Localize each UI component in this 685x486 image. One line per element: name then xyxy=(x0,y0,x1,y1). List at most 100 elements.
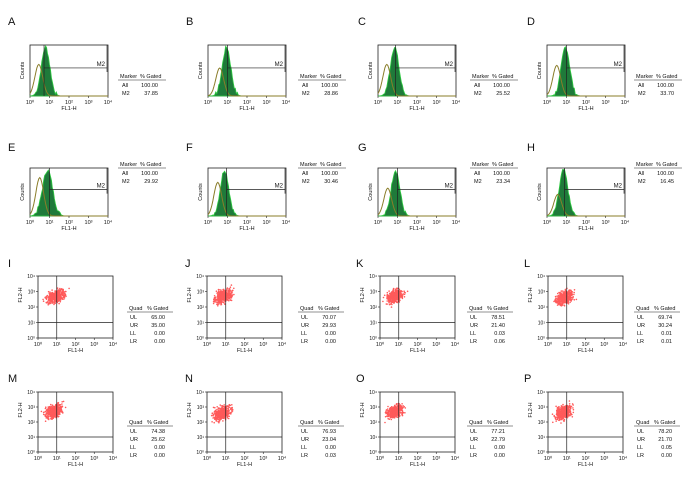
x-axis-label: FL1-H xyxy=(578,348,593,354)
event-dot xyxy=(217,409,220,412)
event-dot xyxy=(382,296,385,299)
event-dot xyxy=(48,302,51,304)
table-header-quad: Quad xyxy=(129,306,142,312)
y-tick-label: 10¹ xyxy=(28,435,36,441)
table-quad-value: 0.00 xyxy=(325,339,336,345)
event-dot xyxy=(392,293,394,296)
event-dot xyxy=(384,415,387,418)
event-dot xyxy=(53,409,56,411)
event-dot xyxy=(564,299,567,302)
x-axis-label: FL1-H xyxy=(61,226,76,232)
event-dot xyxy=(64,292,66,295)
event-dot xyxy=(573,291,575,294)
event-dot xyxy=(45,295,48,298)
x-tick-label: 10⁴ xyxy=(619,341,628,348)
x-tick-label: 10² xyxy=(414,456,422,462)
x-tick-label: 10⁰ xyxy=(26,99,35,106)
x-axis-label: FL1-H xyxy=(578,226,593,232)
event-dot xyxy=(570,296,573,299)
table-header-gated: % Gated xyxy=(492,162,513,168)
table-header-quad: Quad xyxy=(129,420,142,426)
table-gate-value: 29.92 xyxy=(144,179,158,185)
table-header-marker: Marker xyxy=(636,162,653,168)
event-dot xyxy=(223,289,226,292)
event-dot xyxy=(402,406,404,409)
y-tick-label: 10⁴ xyxy=(196,390,204,396)
table-header-marker: Marker xyxy=(120,74,137,80)
table-quad-value: 0.06 xyxy=(494,339,505,345)
table-quad-label: UR xyxy=(470,437,478,443)
y-axis-label: Counts xyxy=(198,62,204,80)
x-tick-label: 10⁴ xyxy=(282,99,291,106)
sample-histogram xyxy=(546,168,625,217)
event-dot xyxy=(216,301,218,304)
event-dot xyxy=(229,289,231,292)
table-quad-value: 0.00 xyxy=(494,453,505,459)
y-tick-label: 10⁴ xyxy=(196,274,204,280)
event-dot xyxy=(561,411,564,413)
table-quad-label: LR xyxy=(470,339,477,345)
table-quad-label: LL xyxy=(470,331,476,337)
x-tick-label: 10⁰ xyxy=(204,219,213,226)
table-quad-label: LR xyxy=(637,339,644,345)
event-dot xyxy=(400,407,402,409)
event-dot xyxy=(50,412,52,415)
event-dot xyxy=(390,306,393,308)
event-dot xyxy=(45,297,48,299)
table-quad-label: UR xyxy=(301,437,309,443)
y-axis-label: FL2-H xyxy=(187,287,193,302)
event-dot xyxy=(563,296,566,298)
event-dot xyxy=(387,300,390,302)
event-dot xyxy=(568,403,571,405)
event-dot xyxy=(213,421,215,424)
table-header-gated: % Gated xyxy=(320,74,341,80)
event-dot xyxy=(562,403,564,406)
event-dot xyxy=(568,291,570,294)
event-dot xyxy=(51,289,53,291)
histogram-panel-b: B M2 10⁰ 10¹ 10² 10³ 10⁴ FL1-H Counts Marker% Gat… xyxy=(186,16,346,112)
x-axis-label: FL1-H xyxy=(237,348,252,354)
event-dot xyxy=(387,417,390,420)
event-dot xyxy=(388,290,390,292)
event-dot xyxy=(392,290,394,293)
event-dot xyxy=(65,290,67,293)
y-axis-label: Counts xyxy=(537,183,543,201)
event-dot xyxy=(216,414,219,417)
event-dot xyxy=(51,297,53,300)
table-quad-value: 0.00 xyxy=(154,453,165,459)
x-tick-label: 10³ xyxy=(433,220,441,226)
plot-frame xyxy=(206,275,283,339)
event-dot xyxy=(562,413,565,416)
event-dot xyxy=(403,293,406,296)
event-dot xyxy=(68,287,70,290)
event-dot xyxy=(57,289,59,291)
x-tick-label: 10² xyxy=(414,342,422,348)
event-dot xyxy=(403,405,406,408)
event-dot xyxy=(399,411,401,414)
event-dot xyxy=(386,291,389,294)
x-tick-label: 10¹ xyxy=(46,220,54,226)
event-dot xyxy=(395,300,397,303)
event-dot xyxy=(386,300,389,302)
event-dot xyxy=(401,297,404,300)
panel-label: O xyxy=(356,373,365,385)
table-all-value: 100.00 xyxy=(321,171,338,177)
gate-label: M2 xyxy=(275,62,284,68)
event-dot xyxy=(215,301,217,303)
event-dot xyxy=(226,415,229,418)
plot-frame xyxy=(37,275,114,339)
plot-frame xyxy=(547,391,624,453)
event-dot xyxy=(383,294,386,297)
event-dot xyxy=(58,404,61,407)
table-header-gated: % Gated xyxy=(147,306,168,312)
event-dot xyxy=(568,289,571,291)
event-cloud xyxy=(384,402,407,424)
gate-label: M2 xyxy=(614,184,623,190)
histogram-panel-d: D M2 10⁰ 10¹ 10² 10³ 10⁴ FL1-H Counts Marker% Gat… xyxy=(527,16,682,112)
event-dot xyxy=(230,284,233,286)
event-dot xyxy=(230,413,232,415)
event-dot xyxy=(47,304,49,306)
event-dot xyxy=(392,298,395,301)
event-dot xyxy=(568,400,571,402)
event-dot xyxy=(395,404,398,406)
